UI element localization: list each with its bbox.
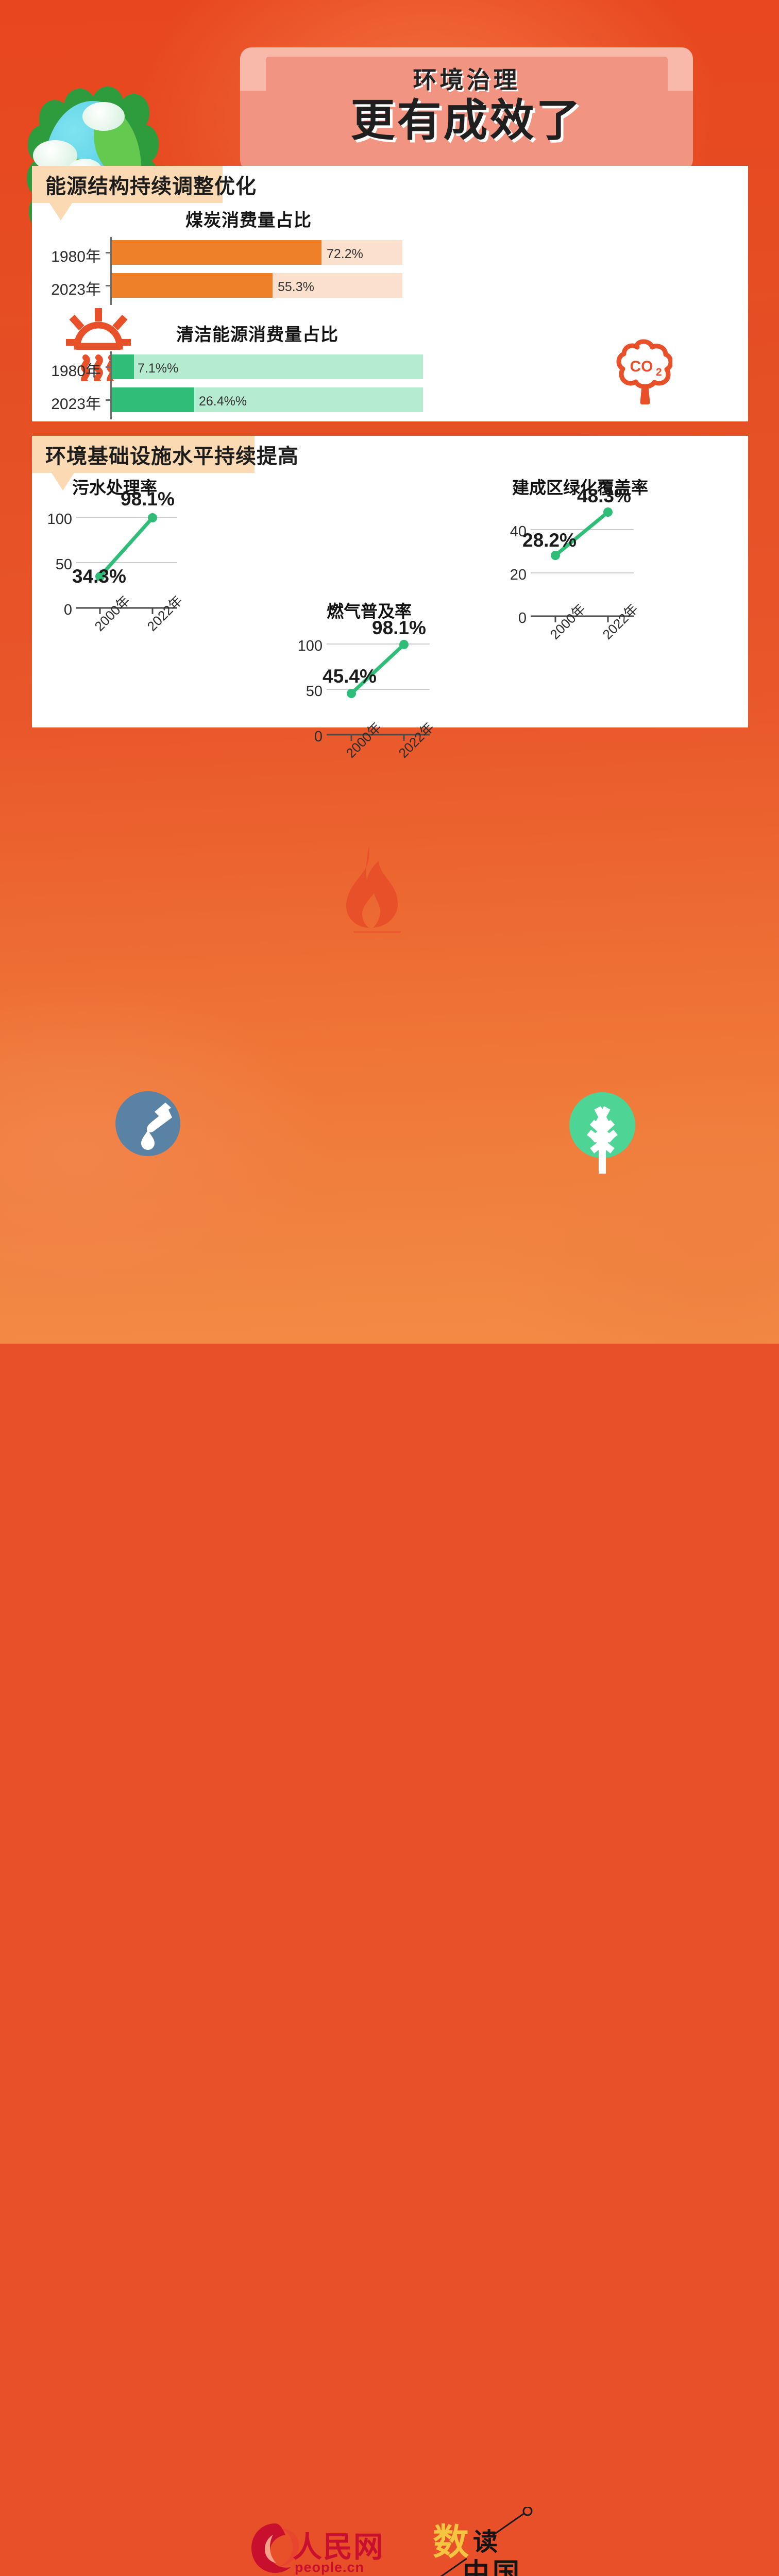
sewage-ytick-50: 50: [55, 556, 72, 573]
greening-ytick-20: 20: [510, 567, 527, 583]
coal-tick-1980: [106, 252, 111, 253]
svg-text:2: 2: [656, 366, 662, 378]
coal-cat-label-2023: 2023年: [51, 281, 101, 298]
sewage-plot: [76, 513, 177, 614]
section-tag-energy-pointer: [49, 203, 72, 221]
greening-ytick-40: 40: [510, 523, 527, 540]
clean-bar-2023: [112, 387, 194, 412]
water-drop-tap-icon: [115, 1091, 180, 1156]
series-logo: 数 读 中国: [433, 2507, 567, 2576]
section-tag-infrastructure-label: 环境基础设施水平持续提高: [45, 445, 299, 468]
greening-line-chart: 建成区绿化覆盖率 40 20 0 28.2% 48.3% 2000年 2022年: [479, 474, 737, 644]
gas-ytick-100: 100: [297, 638, 323, 654]
footer: 人民网 people.cn 数 读 中国: [0, 1252, 779, 2576]
clean-value-2023: 26.4%%: [199, 394, 247, 409]
coal-value-1980: 72.2%: [327, 247, 363, 261]
title-body: [240, 91, 693, 171]
page-title: 更有成效了: [350, 95, 583, 145]
greening-plot: [531, 507, 634, 622]
title-block: 环境治理 更有成效了: [240, 61, 693, 159]
series-logo-line-top-icon: [490, 2507, 533, 2538]
gas-plot: [327, 640, 430, 741]
clean-track-1980: [112, 354, 423, 379]
gas-ytick-0: 0: [314, 728, 323, 745]
clean-cat-label-1980: 1980年: [51, 363, 101, 380]
series-logo-line-bottom-icon: [440, 2557, 467, 2576]
section-tag-infrastructure-pointer: [52, 473, 74, 490]
clean-tick-2023: [106, 399, 111, 401]
tree-icon: [569, 1092, 635, 1174]
svg-text:CO: CO: [630, 358, 653, 375]
section-tag-infrastructure: 环境基础设施水平持续提高: [32, 436, 298, 473]
coal-chart-title: 煤炭消费量占比: [185, 211, 312, 230]
coal-bar-1980: [112, 240, 321, 265]
flame-icon: [346, 846, 401, 933]
sewage-line-chart: 污水处理率 100 50 0 34.3% 98.1% 2000年 2022年: [32, 474, 274, 644]
greening-label-2000: 28.2%: [522, 530, 577, 551]
co2-cloud-icon: CO 2: [616, 339, 672, 404]
section-tag-energy-label: 能源结构持续调整优化: [45, 175, 257, 198]
sewage-ytick-0: 0: [63, 602, 72, 618]
clean-axis: [110, 351, 112, 419]
coal-bar-2023: [112, 273, 273, 298]
clean-bar-1980: [112, 354, 134, 379]
section-tag-energy: 能源结构持续调整优化: [32, 166, 256, 203]
coal-axis: [110, 237, 112, 305]
greening-chart-title: 建成区绿化覆盖率: [512, 478, 648, 497]
clean-energy-chart-title: 清洁能源消费量占比: [176, 325, 338, 345]
sewage-chart-title: 污水处理率: [72, 478, 157, 497]
gas-ytick-50: 50: [306, 683, 323, 700]
brand-url: people.cn: [295, 2560, 365, 2575]
greening-ytick-0: 0: [518, 610, 527, 626]
series-logo-char3: 中国: [463, 2557, 523, 2576]
coal-cat-label-1980: 1980年: [51, 248, 101, 265]
page-subtitle: 环境治理: [413, 66, 520, 93]
sewage-label-2022: 98.1%: [121, 488, 175, 510]
sewage-ytick-100: 100: [47, 511, 72, 528]
gas-label-2000: 45.4%: [323, 666, 377, 687]
greening-label-2022: 48.3%: [577, 485, 631, 506]
sewage-label-2000: 34.3%: [72, 566, 126, 587]
infrastructure-section-card: [32, 436, 748, 727]
coal-value-2023: 55.3%: [278, 280, 314, 294]
coal-tick-2023: [106, 285, 111, 286]
gas-label-2022: 98.1%: [372, 617, 426, 638]
clean-cat-label-2023: 2023年: [51, 396, 101, 413]
gas-line-chart: 燃气普及率 100 50 0 45.4% 98.1% 2000年 2022年: [276, 598, 513, 773]
clean-tick-1980: [106, 366, 111, 368]
gas-chart-title: 燃气普及率: [327, 602, 412, 621]
clean-value-1980: 7.1%%: [138, 361, 179, 376]
